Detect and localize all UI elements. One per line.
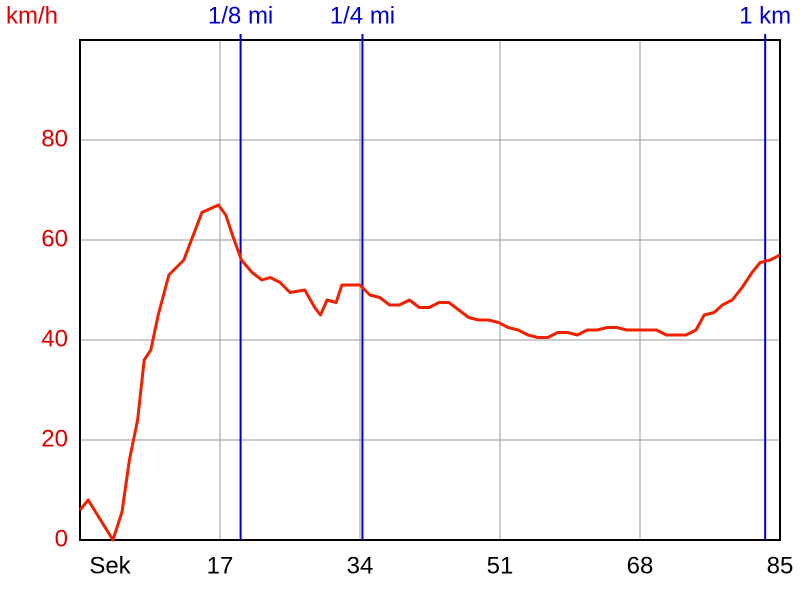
y-tick-label: 80 (41, 125, 68, 152)
distance-label: 1/4 mi (330, 2, 395, 29)
y-tick-label: 0 (55, 525, 68, 552)
x-tick-label: 17 (207, 552, 234, 579)
x-tick-label: 34 (347, 552, 374, 579)
y-tick-label: 20 (41, 425, 68, 452)
plot-border (79, 39, 781, 541)
x-tick-label: 51 (487, 552, 514, 579)
y-axis-label: km/h (6, 2, 58, 29)
x-tick-label: 68 (627, 552, 654, 579)
y-tick-label: 60 (41, 225, 68, 252)
plot-area (79, 39, 781, 541)
distance-label: 1/8 mi (208, 2, 273, 29)
distance-label: 1 km (739, 2, 791, 29)
speed-line (78, 203, 781, 542)
y-tick-label: 40 (41, 325, 68, 352)
x-axis-label: Sek (89, 552, 131, 579)
x-tick-label: 85 (767, 552, 794, 579)
